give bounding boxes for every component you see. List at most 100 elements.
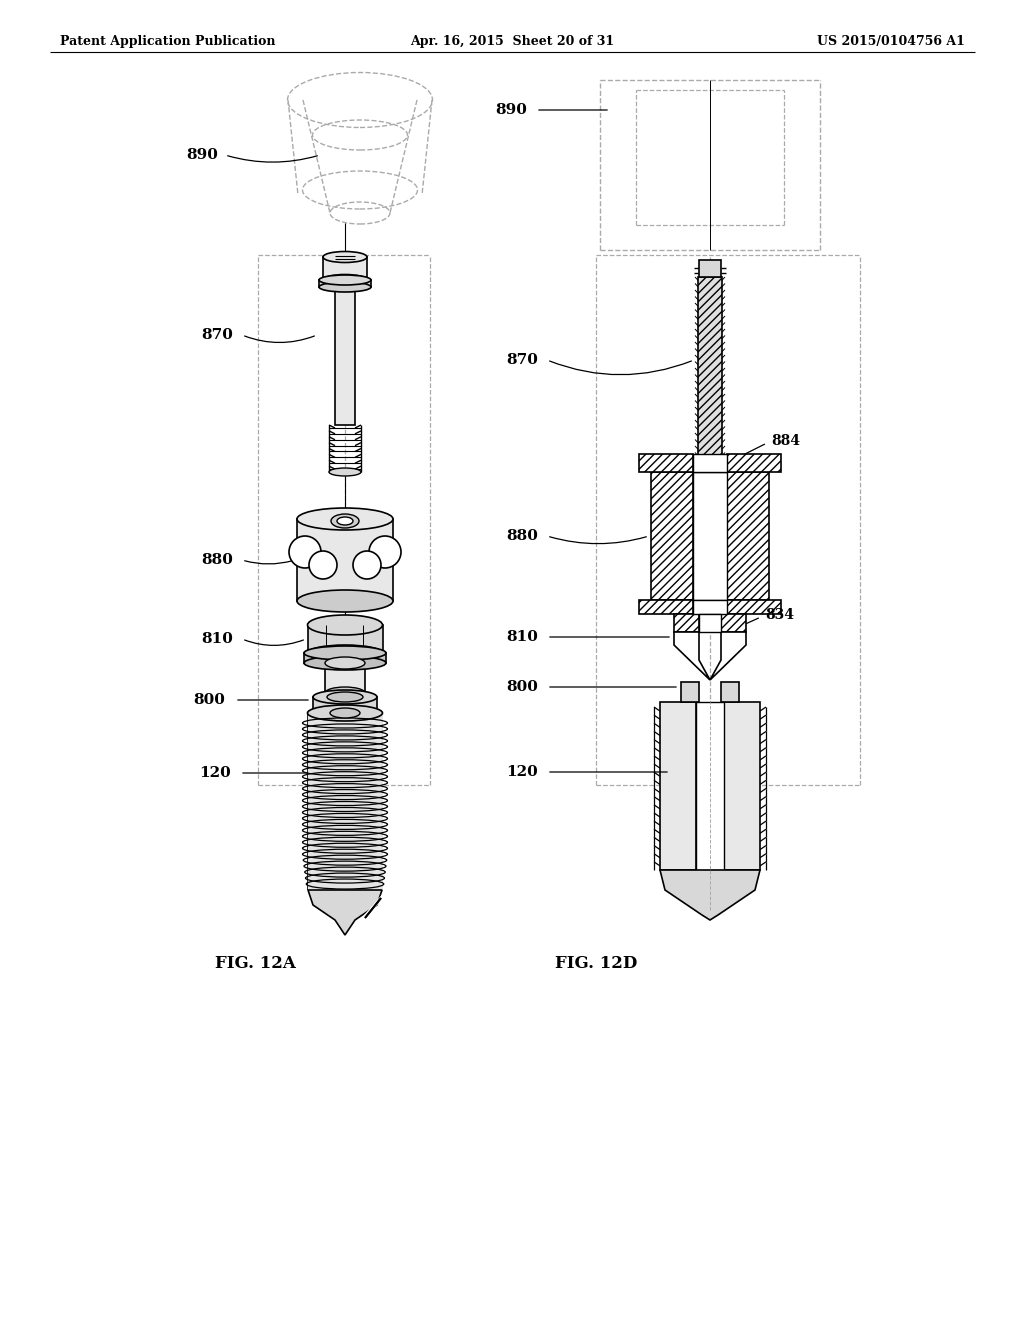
Bar — [308, 803, 383, 810]
Ellipse shape — [304, 645, 386, 660]
Bar — [308, 748, 383, 756]
Bar — [308, 791, 383, 799]
Text: Patent Application Publication: Patent Application Publication — [60, 36, 275, 48]
Ellipse shape — [329, 469, 361, 477]
Text: 890: 890 — [496, 103, 527, 117]
Ellipse shape — [337, 517, 353, 525]
Ellipse shape — [307, 705, 383, 721]
Bar — [699, 260, 721, 277]
Bar — [727, 454, 781, 473]
Ellipse shape — [313, 690, 377, 704]
Polygon shape — [674, 632, 710, 680]
Bar — [727, 601, 781, 614]
Bar — [308, 821, 383, 829]
Bar — [308, 808, 383, 817]
Polygon shape — [308, 890, 382, 935]
Ellipse shape — [319, 282, 371, 292]
Bar — [308, 814, 383, 822]
Bar — [693, 473, 727, 601]
Ellipse shape — [289, 536, 321, 568]
Bar — [308, 755, 383, 763]
Text: 120: 120 — [200, 766, 231, 780]
Bar — [308, 743, 383, 751]
Bar — [681, 682, 699, 702]
Bar — [308, 772, 383, 780]
Bar — [660, 702, 696, 870]
Bar — [335, 286, 355, 425]
Ellipse shape — [309, 550, 337, 579]
Bar — [727, 473, 769, 601]
Bar — [323, 257, 367, 280]
Bar — [325, 663, 365, 693]
Bar — [297, 519, 393, 601]
Text: 834: 834 — [765, 609, 794, 622]
Ellipse shape — [319, 275, 371, 285]
Bar — [308, 845, 383, 853]
Bar — [308, 850, 383, 858]
Bar — [308, 862, 383, 870]
Ellipse shape — [330, 708, 360, 718]
Ellipse shape — [304, 656, 386, 671]
Bar — [721, 614, 746, 632]
Bar — [308, 796, 383, 804]
Ellipse shape — [353, 550, 381, 579]
Ellipse shape — [331, 513, 359, 528]
Bar — [313, 697, 377, 713]
Ellipse shape — [325, 686, 365, 700]
Text: 890: 890 — [186, 148, 218, 162]
Bar — [308, 725, 383, 733]
Bar — [308, 731, 383, 739]
Ellipse shape — [307, 645, 383, 661]
Bar — [308, 779, 383, 787]
Ellipse shape — [325, 657, 365, 669]
Bar — [308, 826, 383, 834]
Ellipse shape — [307, 615, 383, 635]
Bar — [693, 454, 727, 473]
Text: 800: 800 — [194, 693, 225, 708]
Ellipse shape — [369, 536, 401, 568]
Bar — [651, 473, 693, 601]
Bar — [304, 653, 386, 663]
Bar — [308, 784, 383, 792]
Text: FIG. 12D: FIG. 12D — [555, 954, 637, 972]
Bar — [308, 760, 383, 768]
Text: FIG. 12A: FIG. 12A — [215, 954, 296, 972]
Text: 880: 880 — [201, 553, 233, 568]
Bar — [674, 614, 699, 632]
Text: 870: 870 — [201, 327, 233, 342]
Polygon shape — [710, 632, 746, 680]
Text: 120: 120 — [506, 766, 538, 779]
Bar — [308, 624, 383, 653]
Bar — [308, 713, 383, 892]
Bar — [319, 280, 371, 286]
Ellipse shape — [323, 252, 367, 263]
Text: 800: 800 — [506, 680, 538, 694]
Ellipse shape — [323, 275, 367, 285]
Bar — [699, 614, 721, 632]
Text: 810: 810 — [506, 630, 538, 644]
Bar — [639, 454, 693, 473]
Text: 810: 810 — [201, 632, 233, 645]
Bar — [308, 869, 383, 876]
Text: 884: 884 — [771, 434, 800, 447]
Ellipse shape — [297, 508, 393, 531]
Bar — [698, 277, 722, 473]
Bar — [308, 874, 383, 882]
Bar — [721, 682, 739, 702]
Bar — [693, 601, 727, 614]
Text: Apr. 16, 2015  Sheet 20 of 31: Apr. 16, 2015 Sheet 20 of 31 — [410, 36, 614, 48]
Bar — [308, 833, 383, 841]
Bar — [308, 737, 383, 744]
Bar — [308, 880, 383, 888]
Polygon shape — [660, 870, 760, 920]
Text: US 2015/0104756 A1: US 2015/0104756 A1 — [817, 36, 965, 48]
Bar — [308, 838, 383, 846]
Bar — [696, 702, 724, 909]
Bar — [639, 601, 693, 614]
Bar — [308, 857, 383, 865]
Ellipse shape — [327, 692, 362, 702]
Ellipse shape — [313, 706, 377, 719]
Text: 880: 880 — [506, 529, 538, 543]
Bar — [308, 767, 383, 775]
Bar — [308, 719, 383, 727]
